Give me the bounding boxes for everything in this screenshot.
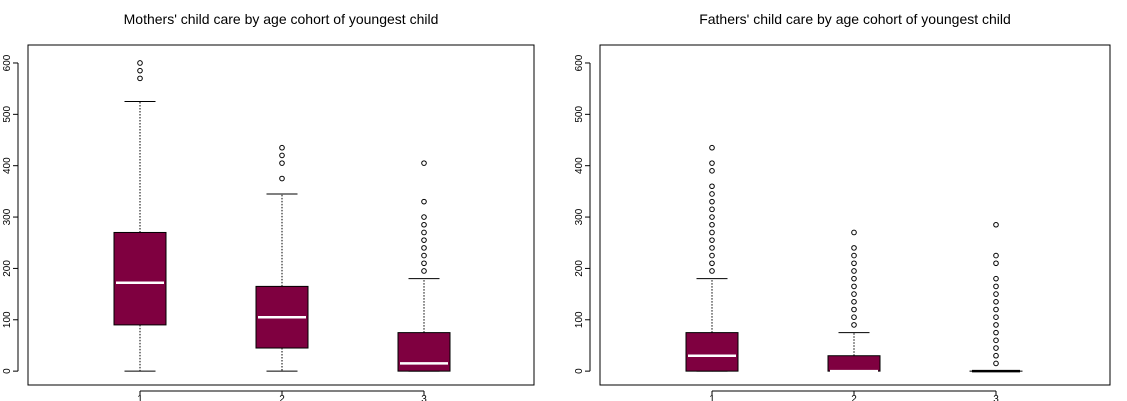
outlier [709,183,715,190]
chart-title: Fathers' child care by age cohort of you… [699,11,1011,27]
outlier [137,67,143,74]
outlier [709,237,715,243]
outlier [709,229,715,236]
outlier [709,168,715,174]
outlier [993,337,999,344]
outlier [993,275,999,282]
chart-title: Mothers' child care by age cohort of you… [124,11,439,27]
y-tick-label: 200 [574,260,585,277]
outlier [421,214,427,220]
box [397,332,451,372]
outlier [993,360,999,367]
outlier [851,283,857,290]
outlier [993,260,999,267]
x-tick-label: 3 [993,394,999,401]
box [827,355,881,372]
x-tick-label: 2 [279,394,285,401]
outlier [709,160,715,166]
plot-frame [599,44,1111,386]
outlier [993,221,999,228]
y-tick-label: 600 [2,54,13,71]
outlier [709,245,715,251]
outlier [279,175,285,182]
y-tick-label: 400 [574,157,585,174]
outlier [851,314,857,321]
outlier [851,268,857,274]
outlier [851,275,857,282]
outlier [993,314,999,321]
outlier [993,352,999,359]
outlier [421,221,427,228]
outlier [421,229,427,236]
outlier [421,268,427,274]
outlier [709,260,715,267]
outlier [993,345,999,351]
outlier [709,206,715,213]
outlier [421,252,427,259]
outlier [851,306,857,313]
x-tick-label: 2 [851,394,857,401]
y-tick-label: 500 [2,106,13,123]
y-tick-label: 0 [574,368,585,374]
outlier [137,75,143,82]
y-tick-label: 400 [2,157,13,174]
y-tick-label: 500 [574,106,585,123]
x-tick-label: 3 [421,394,427,401]
x-tick-label: 1 [137,394,143,401]
outlier [993,322,999,328]
outlier [993,298,999,305]
outlier [851,229,857,236]
outlier [993,291,999,297]
outlier [851,252,857,259]
outlier [709,144,715,151]
y-tick-label: 0 [2,368,13,374]
outlier [421,245,427,251]
outlier [709,268,715,274]
outlier [709,252,715,259]
outlier [421,160,427,166]
outlier [279,160,285,166]
outlier [709,214,715,220]
box [685,332,739,372]
outlier [851,260,857,267]
outlier [851,322,857,328]
outlier [709,221,715,228]
outlier [421,237,427,243]
outlier [851,291,857,297]
outlier [279,144,285,151]
outlier [851,298,857,305]
outlier [421,198,427,205]
y-tick-label: 100 [2,311,13,328]
outlier [421,260,427,267]
y-tick-label: 200 [2,260,13,277]
box [113,231,167,326]
y-tick-label: 300 [574,208,585,225]
outlier [709,198,715,205]
outlier [851,245,857,251]
outlier [993,252,999,259]
x-tick-label: 1 [709,394,715,401]
outlier [279,152,285,159]
y-tick-label: 100 [574,311,585,328]
outlier [709,191,715,197]
outlier [993,329,999,336]
plot-frame [27,44,535,386]
outlier [993,283,999,290]
y-tick-label: 300 [2,208,13,225]
outlier [137,60,143,66]
outlier [993,306,999,313]
y-tick-label: 600 [574,54,585,71]
